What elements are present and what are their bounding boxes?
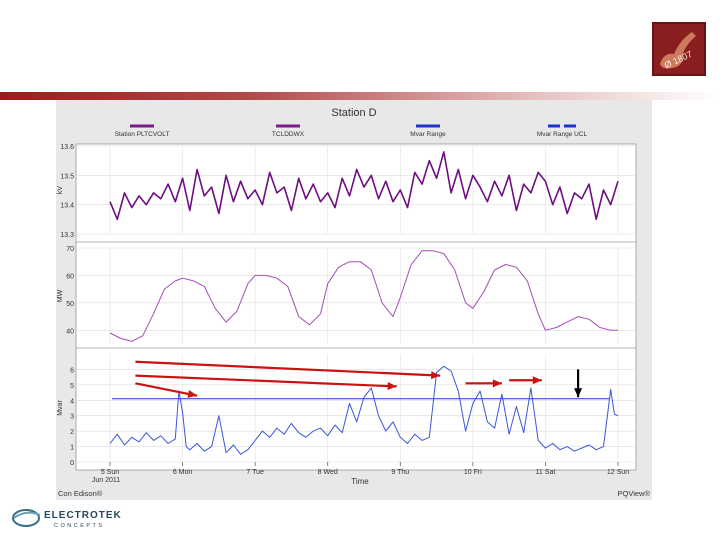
annotation-arrow-shaft bbox=[135, 382, 198, 397]
annotations bbox=[135, 360, 583, 398]
legend: Station PLTCVOLT TCLDDWX Mvar Range Mvar Ra… bbox=[115, 124, 588, 138]
legend-label: TCLDDWX bbox=[272, 131, 305, 138]
y-tick-label: 4 bbox=[70, 398, 74, 405]
series-line bbox=[109, 365, 619, 455]
x-tick-label: 9 Thu bbox=[391, 469, 409, 476]
annotation-arrow-head bbox=[387, 382, 397, 391]
annotation-arrow-shaft bbox=[135, 360, 441, 377]
title-bar-gradient bbox=[0, 92, 720, 100]
y-axis-label: MW bbox=[57, 289, 64, 302]
legend-label: Mvar Range UCL bbox=[537, 131, 588, 138]
x-tick-label: 11 Sat bbox=[536, 469, 556, 476]
guitar-logo-icon: Ø 1807 bbox=[652, 22, 706, 76]
legend-label: Station PLTCVOLT bbox=[115, 131, 170, 138]
swoosh-icon bbox=[12, 509, 40, 527]
x-tick-label: 7 Tue bbox=[246, 469, 264, 476]
y-tick-label: 2 bbox=[70, 429, 74, 436]
x-tick-label: 8 Wed bbox=[318, 469, 338, 476]
x-axis: 5 Sun 6 Mon 7 Tue 8 Wed 9 Thu 10 Fri 11 Sat 12 … bbox=[101, 462, 629, 476]
chart: Station D Station PLTCVOLT TCLDDWX Mvar Ra… bbox=[56, 100, 652, 500]
annotation-arrow-shaft bbox=[135, 374, 397, 388]
y-tick-label: 13.3 bbox=[60, 232, 74, 239]
y-axis-label: Mvar bbox=[57, 400, 64, 416]
y-tick-label: 1 bbox=[70, 445, 74, 452]
series-line bbox=[109, 250, 618, 342]
y-tick-label: 13.5 bbox=[60, 173, 74, 180]
y-tick-label: 6 bbox=[70, 367, 74, 374]
x-tick-label: 6 Mon bbox=[173, 469, 193, 476]
electrotek-logo: ELECTROTEK CONCEPTS bbox=[12, 509, 122, 529]
chart-title: Station D bbox=[331, 107, 376, 119]
annotation-arrow-head bbox=[574, 388, 583, 398]
footer-left: Con Edison® bbox=[58, 489, 103, 498]
x-axis-label: Time bbox=[351, 477, 369, 486]
logo-tagline: CONCEPTS bbox=[54, 523, 105, 529]
y-tick-label: 60 bbox=[66, 273, 74, 280]
x-tick-label: 12 Sun bbox=[607, 469, 629, 476]
y-tick-label: 0 bbox=[70, 460, 74, 467]
x-tick-label: 5 Sun bbox=[101, 469, 119, 476]
footer-right: PQView® bbox=[618, 489, 651, 498]
y-tick-label: 13.6 bbox=[60, 144, 74, 151]
series-line bbox=[109, 151, 619, 221]
y-tick-label: 40 bbox=[66, 328, 74, 335]
logo-brand: ELECTROTEK bbox=[44, 510, 122, 521]
legend-label: Mvar Range bbox=[410, 131, 446, 138]
annotation-arrow-head bbox=[431, 371, 441, 380]
annotation-arrow-head bbox=[187, 389, 198, 398]
y-tick-label: 50 bbox=[66, 301, 74, 308]
y-axis-label: kV bbox=[57, 186, 64, 195]
annotation-arrow-head bbox=[492, 379, 502, 388]
y-tick-label: 13.4 bbox=[60, 203, 74, 210]
y-tick-label: 3 bbox=[70, 414, 74, 421]
y-tick-label: 5 bbox=[70, 383, 74, 390]
x-axis-sub-label: Jun 2011 bbox=[92, 477, 120, 484]
annotation-arrow-head bbox=[532, 376, 542, 385]
panels: 13.6 13.5 13.4 13.3 kV 70 60 50 40 MW 6 5 4 3 2 1 0 Mvar bbox=[57, 144, 636, 467]
y-tick-label: 70 bbox=[66, 246, 74, 253]
x-tick-label: 10 Fri bbox=[464, 469, 482, 476]
